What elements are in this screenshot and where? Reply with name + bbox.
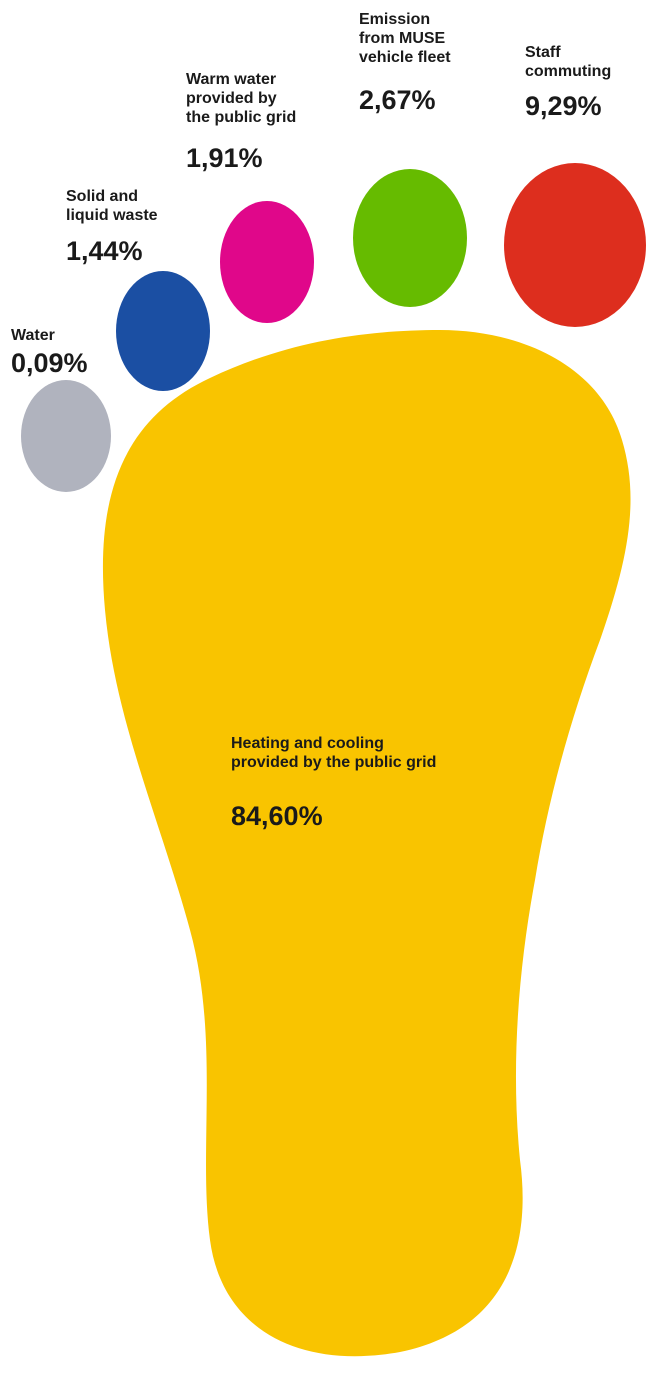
toe-commuting xyxy=(504,163,646,327)
value-water: 0,09% xyxy=(11,348,88,378)
value-heating: 84,60% xyxy=(231,801,323,831)
toe-warm-water xyxy=(220,201,314,323)
label-commuting: Staff commuting xyxy=(525,44,612,80)
value-warm-water: 1,91% xyxy=(186,143,263,173)
toe-waste xyxy=(116,271,210,391)
toe-fleet xyxy=(353,169,467,307)
toe-water xyxy=(21,380,111,492)
label-warm-water: Warm water provided by the public grid xyxy=(186,71,297,126)
value-commuting: 9,29% xyxy=(525,91,602,121)
label-waste: Solid and liquid waste xyxy=(66,188,158,224)
label-fleet: Emission from MUSE vehicle fleet xyxy=(359,11,451,66)
label-water: Water xyxy=(11,327,55,344)
foot-sole-heating xyxy=(102,330,631,1357)
value-fleet: 2,67% xyxy=(359,85,436,115)
label-heating: Heating and cooling provided by the publ… xyxy=(231,735,437,771)
value-waste: 1,44% xyxy=(66,236,143,266)
